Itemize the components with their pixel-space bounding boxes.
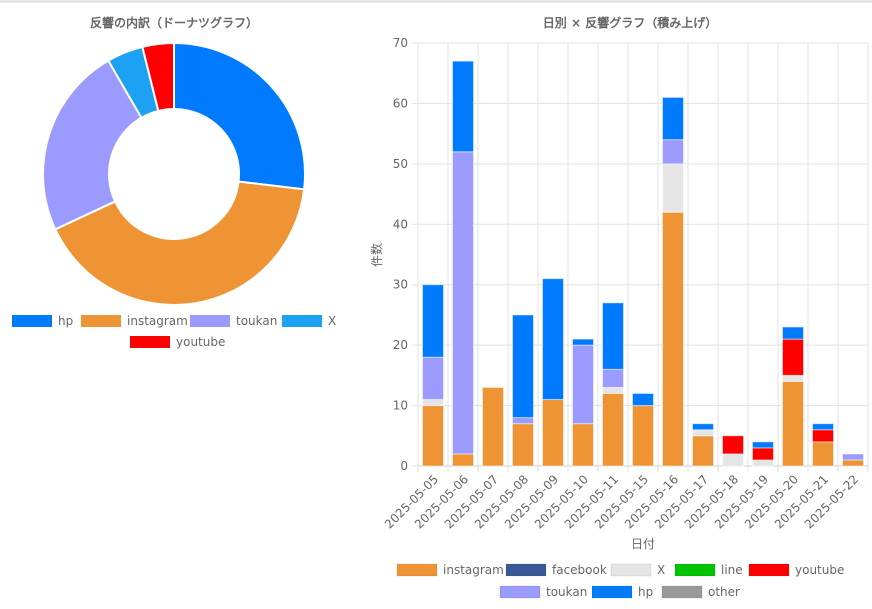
legend-label-toukan[interactable]: toukan: [236, 314, 277, 328]
legend-swatch-line[interactable]: [674, 563, 716, 577]
bar-segment-instagram[interactable]: [812, 441, 834, 467]
bar-segment-instagram[interactable]: [542, 399, 564, 467]
bar-segment-instagram[interactable]: [662, 211, 684, 467]
legend-label-hp[interactable]: hp: [638, 585, 653, 599]
bar-segment-hp[interactable]: [812, 423, 834, 431]
bar-segment-instagram[interactable]: [632, 405, 654, 467]
bar-segment-X[interactable]: [602, 386, 624, 394]
y-tick-label: 10: [393, 399, 408, 413]
bar-segment-hp[interactable]: [572, 338, 594, 346]
y-tick-label: 50: [393, 157, 408, 171]
legend-swatch-facebook[interactable]: [505, 563, 547, 577]
bar-segment-hp[interactable]: [692, 423, 714, 431]
donut-title: 反響の内訳（ドーナツグラフ）: [90, 15, 258, 30]
bar-segment-X[interactable]: [722, 453, 744, 467]
donut-slice-youtube[interactable]: [141, 41, 175, 113]
bar-segment-hp[interactable]: [422, 284, 444, 358]
x-axis-label: 日付: [631, 537, 655, 551]
bar-segment-toukan[interactable]: [662, 139, 684, 165]
bar-segment-hp[interactable]: [632, 392, 654, 407]
bar-segment-youtube[interactable]: [812, 429, 834, 443]
bar-segment-hp[interactable]: [452, 60, 474, 153]
bar-segment-instagram[interactable]: [452, 453, 474, 467]
legend-swatch-instagram[interactable]: [81, 315, 121, 327]
bar-segment-instagram[interactable]: [512, 423, 534, 467]
legend-swatch-X[interactable]: [610, 563, 652, 577]
bar-segment-instagram[interactable]: [482, 386, 504, 467]
legend-label-toukan[interactable]: toukan: [546, 585, 587, 599]
bar-title: 日別 × 反響グラフ（積み上げ）: [543, 15, 717, 30]
y-tick-label: 60: [393, 96, 408, 110]
bar-segment-instagram[interactable]: [572, 423, 594, 467]
bar-segment-instagram[interactable]: [602, 392, 624, 467]
bar-segment-instagram[interactable]: [782, 380, 804, 467]
bar-segment-hp[interactable]: [542, 278, 564, 401]
y-tick-label: 20: [393, 338, 408, 352]
legend-swatch-X[interactable]: [282, 315, 322, 327]
legend-label-line[interactable]: line: [721, 563, 743, 577]
legend-label-facebook[interactable]: facebook: [552, 563, 607, 577]
legend-label-instagram[interactable]: instagram: [443, 563, 504, 577]
donut-slice-toukan[interactable]: [42, 59, 143, 231]
legend-label-X[interactable]: X: [657, 563, 665, 577]
bar-segment-X[interactable]: [752, 459, 774, 467]
legend-swatch-other[interactable]: [661, 585, 703, 599]
legend-swatch-hp[interactable]: [591, 585, 633, 599]
bar-segment-toukan[interactable]: [572, 344, 594, 425]
y-tick-label: 0: [400, 459, 408, 473]
bar-segment-toukan[interactable]: [512, 417, 534, 425]
legend-swatch-youtube[interactable]: [748, 563, 790, 577]
bar-segment-X[interactable]: [782, 374, 804, 382]
bar-segment-hp[interactable]: [782, 326, 804, 340]
bar-segment-hp[interactable]: [602, 302, 624, 370]
bar-segment-instagram[interactable]: [422, 405, 444, 467]
y-tick-label: 40: [393, 217, 408, 231]
y-tick-label: 70: [393, 36, 408, 50]
bar-segment-toukan[interactable]: [452, 151, 474, 455]
legend-label-instagram[interactable]: instagram: [127, 314, 188, 328]
bar-segment-hp[interactable]: [662, 96, 684, 141]
donut-slice-hp[interactable]: [173, 41, 306, 191]
bar-segment-toukan[interactable]: [842, 453, 864, 461]
legend-label-hp[interactable]: hp: [58, 314, 73, 328]
bar-segment-X[interactable]: [662, 163, 684, 213]
legend-swatch-toukan[interactable]: [190, 315, 230, 327]
bar-segment-X[interactable]: [692, 429, 714, 437]
legend-swatch-toukan[interactable]: [499, 585, 541, 599]
legend-swatch-youtube[interactable]: [130, 336, 170, 348]
bar-segment-instagram[interactable]: [692, 435, 714, 467]
bar-segment-youtube[interactable]: [782, 338, 804, 376]
legend-swatch-hp[interactable]: [12, 315, 52, 327]
legend-label-youtube[interactable]: youtube: [795, 563, 844, 577]
y-axis-label: 件数: [369, 243, 384, 267]
legend-label-youtube[interactable]: youtube: [176, 335, 225, 349]
bar-segment-youtube[interactable]: [722, 435, 744, 455]
legend-label-other[interactable]: other: [708, 585, 740, 599]
legend-label-X[interactable]: X: [328, 314, 336, 328]
bar-segment-toukan[interactable]: [422, 356, 444, 401]
bar-segment-instagram[interactable]: [842, 459, 864, 467]
donut-slice-instagram[interactable]: [53, 180, 306, 306]
bar-segment-hp[interactable]: [512, 314, 534, 419]
bar-segment-toukan[interactable]: [602, 368, 624, 388]
y-tick-label: 30: [393, 278, 408, 292]
legend-swatch-instagram[interactable]: [396, 563, 438, 577]
bar-segment-youtube[interactable]: [752, 447, 774, 461]
bar-segment-X[interactable]: [422, 399, 444, 407]
bar-segment-hp[interactable]: [752, 441, 774, 449]
